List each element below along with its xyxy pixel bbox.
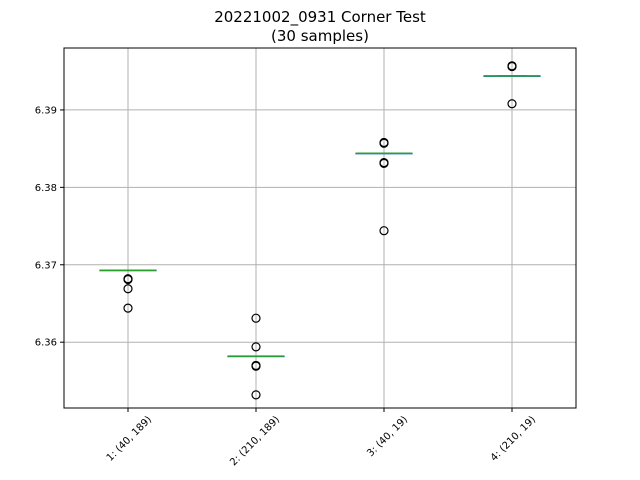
boxes bbox=[99, 61, 541, 400]
outlier-point bbox=[123, 274, 133, 285]
outlier-point bbox=[251, 313, 261, 323]
outlier-point bbox=[251, 390, 261, 400]
outlier-point bbox=[379, 226, 389, 236]
chart-subtitle: (30 samples) bbox=[271, 27, 369, 45]
outlier-point bbox=[123, 303, 133, 313]
outlier-point bbox=[123, 284, 133, 294]
outlier-point bbox=[379, 138, 389, 148]
y-tick-label: 6.38 bbox=[35, 183, 57, 194]
chart-title: 20221002_0931 Corner Test bbox=[214, 8, 426, 27]
y-tick-label: 6.37 bbox=[35, 260, 57, 271]
outlier-point bbox=[251, 342, 261, 352]
y-tick-label: 6.39 bbox=[35, 105, 57, 116]
outlier-point bbox=[507, 61, 517, 72]
outlier-point bbox=[379, 158, 389, 168]
outlier-point bbox=[507, 99, 517, 109]
y-tick-label: 6.36 bbox=[35, 338, 57, 349]
outlier-point bbox=[251, 361, 261, 371]
plot-frame bbox=[63, 47, 577, 409]
